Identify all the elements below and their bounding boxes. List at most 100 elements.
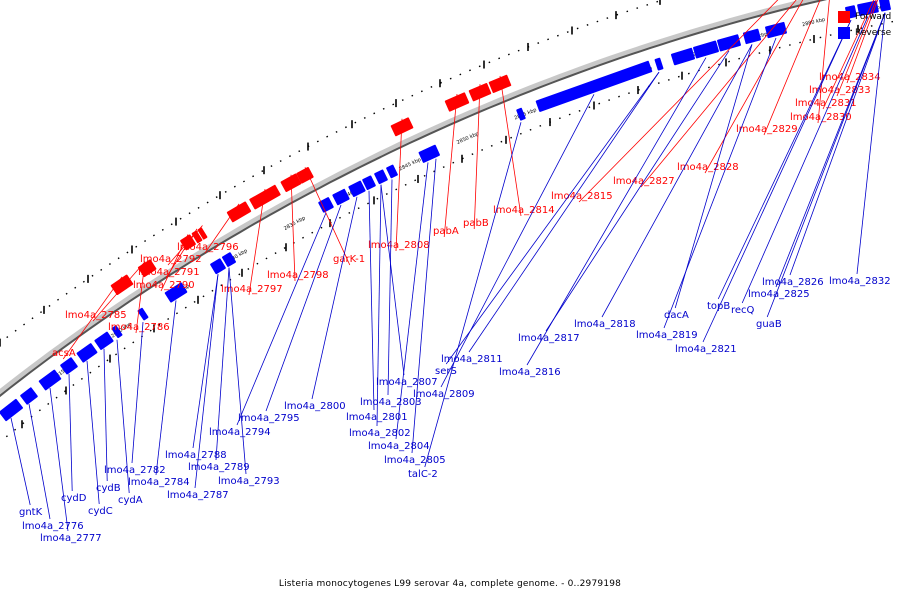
legend-reverse-label: Reverse <box>855 28 892 38</box>
forward-gene <box>197 227 208 240</box>
forward-gene-label: lmo4a_2792 <box>140 254 202 265</box>
forward-gene-label: lmo4a_2830 <box>790 112 852 123</box>
reverse-gene-label: lmo4a_2825 <box>748 289 810 300</box>
reverse-gene-label: lmo4a_2819 <box>636 330 698 341</box>
reverse-gene-label: lmo4a_2795 <box>238 413 300 424</box>
legend-reverse: Reverse <box>838 25 891 41</box>
forward-gene-label: lmo4a_2829 <box>736 124 798 135</box>
reverse-gene <box>418 145 438 163</box>
reverse-gene-label: lmo4a_2818 <box>574 319 636 330</box>
reverse-gene <box>20 387 38 405</box>
reverse-gene <box>210 258 226 275</box>
reverse-gene-label: lmo4a_2782 <box>104 465 166 476</box>
reverse-leader-line <box>440 94 595 388</box>
reverse-leader-line <box>116 339 130 494</box>
reverse-gene-label: cydD <box>61 493 87 504</box>
reverse-gene-label: lmo4a_2777 <box>40 533 102 544</box>
forward-leader-line <box>763 0 821 136</box>
reverse-gene <box>693 40 719 59</box>
reverse-gene-label: lmo4a_2832 <box>829 276 891 287</box>
forward-leader-line <box>304 167 351 266</box>
reverse-gene-label: lmo4a_2784 <box>128 477 190 488</box>
legend: Forward Reverse <box>838 9 891 41</box>
genome-caption: Listeria monocytogenes L99 serovar 4a, c… <box>278 579 622 589</box>
reverse-gene <box>60 357 78 375</box>
forward-gene-label: lmo4a_2814 <box>493 205 555 216</box>
reverse-gene <box>318 197 334 213</box>
reverse-gene <box>717 34 741 52</box>
forward-gene-label: lmo4a_2785 <box>65 310 127 321</box>
forward-leader-line <box>499 75 522 217</box>
reverse-leader-line <box>424 122 522 468</box>
reverse-leader-line <box>311 196 358 400</box>
reverse-gene <box>332 188 350 206</box>
forward-gene <box>444 92 470 112</box>
forward-gene-label: lmo4a_2791 <box>138 267 200 278</box>
reverse-gene-label: dacA <box>664 310 689 321</box>
reverse-gene-label: lmo4a_2789 <box>188 462 250 473</box>
forward-gene-label: lmo4a_2786 <box>108 322 170 333</box>
reverse-gene-label: lmo4a_2821 <box>675 344 737 355</box>
forward-gene-label: lmo4a_2796 <box>177 242 239 253</box>
reverse-leader-line <box>395 162 429 440</box>
reverse-gene-label: lmo4a_2802 <box>349 428 411 439</box>
reverse-leader-line <box>103 348 108 482</box>
forward-gene-label: lmo4a_2797 <box>221 284 283 295</box>
forward-leader-line <box>822 0 875 110</box>
forward-leader-line <box>443 93 458 238</box>
reverse-leader-line <box>236 212 327 426</box>
forward-gene-label: lmo4a_2834 <box>819 72 881 83</box>
forward-gene-label: lmo4a_2798 <box>267 270 329 281</box>
reverse-gene <box>516 107 526 121</box>
reverse-leader-line <box>215 267 230 461</box>
reverse-gene <box>386 164 398 179</box>
forward-leader-line <box>395 118 403 252</box>
reverse-gene-label: topB <box>707 301 730 312</box>
forward-gene-label: lmo4a_2815 <box>551 191 613 202</box>
reverse-leader-line <box>10 417 31 506</box>
forward-leader-line <box>167 225 203 266</box>
forward-gene-label: lmo4a_2833 <box>809 85 871 96</box>
reverse-leader-line <box>192 274 219 449</box>
kbp-tick-label: 2835 kbp <box>283 215 307 232</box>
reverse-leader-line <box>674 44 753 309</box>
reverse-gene <box>348 180 366 197</box>
reverse-leader-line <box>789 12 886 276</box>
reverse-gene-label: lmo4a_2816 <box>499 367 561 378</box>
forward-leader-line <box>846 0 879 84</box>
backbone-shadow <box>0 0 821 396</box>
legend-forward: Forward <box>838 9 891 25</box>
reverse-gene <box>432 144 440 157</box>
reverse-gene <box>164 282 188 303</box>
reverse-leader-line <box>265 204 342 412</box>
reverse-leader-line <box>68 373 73 492</box>
reverse-gene-label: lmo4a_2805 <box>384 455 446 466</box>
forward-leader-line <box>836 0 877 97</box>
forward-leader-line <box>204 203 240 254</box>
reverse-gene <box>38 369 62 391</box>
forward-gene <box>249 184 281 210</box>
forward-gene-label: acsA <box>52 348 76 359</box>
reverse-swatch <box>838 27 850 39</box>
reverse-gene <box>742 28 762 45</box>
forward-gene <box>226 201 252 223</box>
reverse-gene <box>670 47 696 66</box>
forward-leader-line <box>640 0 797 188</box>
reverse-gene <box>111 325 123 339</box>
forward-gene-label: garK-1 <box>333 254 365 265</box>
reverse-leader-line <box>131 322 144 464</box>
reverse-leader-line <box>766 12 886 318</box>
forward-leader-line <box>290 174 296 282</box>
reverse-gene-label: lmo4a_2804 <box>368 441 430 452</box>
reverse-leader-line <box>28 403 51 520</box>
forward-swatch <box>838 11 850 23</box>
reverse-gene <box>765 21 787 39</box>
kbp-tick-label: 2850 kbp <box>456 131 480 146</box>
reverse-leader-line <box>194 274 219 489</box>
reverse-gene-label: lmo4a_2794 <box>209 427 271 438</box>
reverse-leader-line <box>86 360 100 505</box>
reverse-leader-line <box>601 44 753 318</box>
forward-leader-line <box>62 276 123 360</box>
forward-leader-line <box>165 228 198 279</box>
